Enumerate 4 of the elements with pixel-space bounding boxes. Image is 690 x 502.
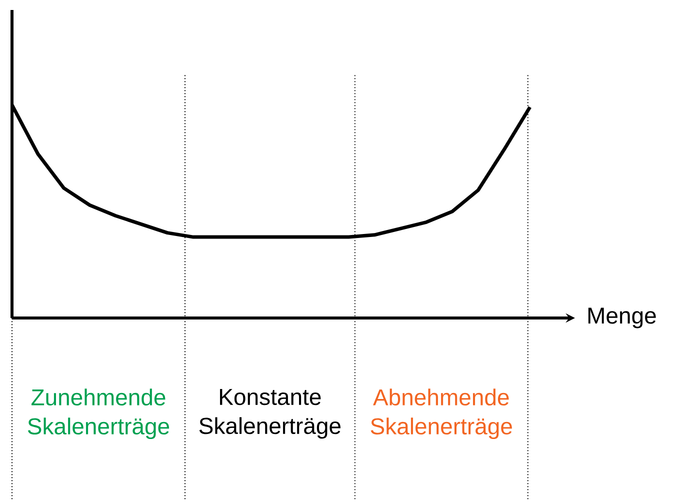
text: Konstante Skalenerträge xyxy=(199,389,341,439)
text: Abnehmende Skalenerträge xyxy=(370,388,512,440)
text: Zunehmende Skalenerträge xyxy=(28,388,170,440)
x-axis-title: Menge xyxy=(588,308,656,328)
